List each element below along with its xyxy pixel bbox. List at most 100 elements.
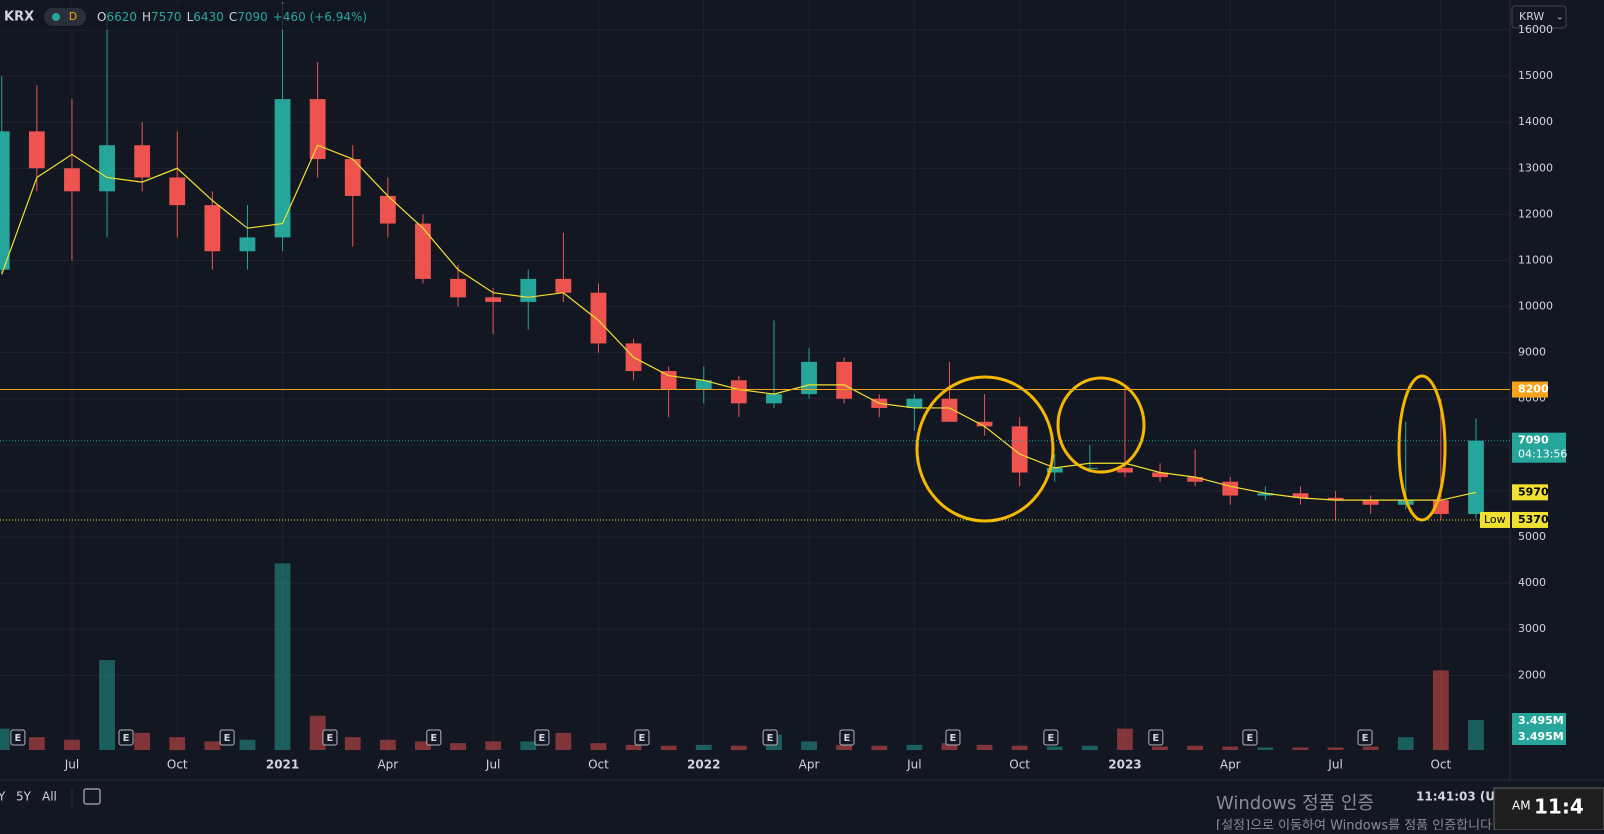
candle-body xyxy=(1046,467,1063,473)
price-label-bg xyxy=(1512,484,1548,501)
candle-body xyxy=(344,159,361,196)
candle-body xyxy=(1011,426,1028,473)
volume-bar xyxy=(274,563,291,750)
earnings-label: E xyxy=(539,733,546,744)
volume-label: 3.495M xyxy=(1518,714,1564,727)
volume-label-bg xyxy=(1512,713,1566,729)
earnings-marker xyxy=(534,729,550,746)
x-tick-label: 2021 xyxy=(266,758,299,772)
earnings-label: E xyxy=(327,733,334,744)
volume-bar xyxy=(976,744,993,750)
earnings-label: E xyxy=(844,733,851,744)
candle-body xyxy=(415,223,431,279)
countdown: 04:13:56 xyxy=(1518,448,1567,461)
currency[interactable]: KRW xyxy=(1519,10,1544,23)
volume-bar xyxy=(1187,745,1204,750)
value: 6620 xyxy=(106,10,137,24)
currency-button[interactable] xyxy=(1511,5,1567,29)
y-tick-label: 16000 xyxy=(1518,23,1553,36)
volume-bar xyxy=(1117,728,1133,750)
candle-body xyxy=(309,99,326,160)
price-label: 5370 xyxy=(1518,513,1549,526)
volume-bar xyxy=(344,737,361,750)
clock-ampm: AM xyxy=(1512,799,1531,813)
volume-bar xyxy=(1152,746,1168,750)
annotation-circle xyxy=(1056,376,1146,474)
candle-body xyxy=(1222,481,1239,496)
y-tick-label: 5000 xyxy=(1518,530,1546,543)
earnings-marker xyxy=(10,729,26,746)
candle-body xyxy=(660,371,677,390)
value: 6430 xyxy=(193,10,224,24)
candle-body xyxy=(555,278,572,293)
earnings-marker xyxy=(322,729,338,746)
volume-bar xyxy=(1046,746,1063,750)
candle-body xyxy=(695,380,712,390)
volume-bar xyxy=(1222,746,1239,750)
volume-bar xyxy=(1081,745,1098,750)
candle-body xyxy=(1117,467,1133,473)
value: 7570 xyxy=(151,10,182,24)
volume-bar xyxy=(555,732,572,750)
earnings-marker xyxy=(839,729,855,746)
y-tick-label: 2000 xyxy=(1518,668,1546,681)
candle-body xyxy=(64,168,80,192)
candle-body xyxy=(379,195,396,224)
volume-bar xyxy=(450,743,466,750)
x-tick-label: Oct xyxy=(1009,758,1030,772)
ohlc: O6620 H7570 L6430 C7090 +460 (+6.94%) xyxy=(97,10,367,24)
volume-bar xyxy=(520,741,537,750)
x-tick-label: Oct xyxy=(588,758,609,772)
dropdown-icon[interactable]: ⌄ xyxy=(1556,13,1564,23)
price-label: 8200 xyxy=(1518,383,1549,396)
label: H xyxy=(142,10,151,24)
x-tick-label: Jul xyxy=(1327,758,1342,772)
y-tick-label: 9000 xyxy=(1518,346,1546,359)
watermark-subtitle: [설정]으로 이동하여 Windows를 정품 인증합니다. xyxy=(1216,819,1496,831)
earnings-marker xyxy=(1357,729,1373,746)
range-button[interactable]: 5Y xyxy=(16,790,32,804)
x-tick-label: 2022 xyxy=(687,758,720,772)
candle-body xyxy=(28,131,45,169)
price-tag-bg xyxy=(1480,511,1510,528)
earnings-label: E xyxy=(14,733,21,744)
earnings-label: E xyxy=(1362,733,1369,744)
range-button[interactable]: Y xyxy=(0,790,6,804)
range-button[interactable]: All xyxy=(42,790,57,804)
candle-body xyxy=(1292,493,1309,498)
change: +460 (+6.94%) xyxy=(273,10,367,24)
earnings-label: E xyxy=(639,733,646,744)
label: L xyxy=(187,10,194,24)
y-tick-label: 11000 xyxy=(1518,253,1553,266)
candle-body xyxy=(520,278,537,302)
volume-bar xyxy=(204,741,221,750)
volume-bar xyxy=(941,743,958,750)
earnings-marker xyxy=(118,729,134,746)
x-tick-label: 2023 xyxy=(1108,758,1141,772)
volume-bar xyxy=(0,728,10,750)
volume-bar xyxy=(28,737,45,750)
price-label: 5970 xyxy=(1518,485,1549,498)
price-label-bg xyxy=(1512,381,1548,398)
candle-body xyxy=(204,205,221,252)
volume-bar xyxy=(239,739,256,750)
volume-bar xyxy=(309,715,326,750)
volume-bar xyxy=(801,741,817,750)
status-badge xyxy=(44,8,86,26)
volume-bar xyxy=(660,745,677,750)
y-tick-label: 10000 xyxy=(1518,300,1553,313)
volume-bar xyxy=(415,741,431,750)
price-label-bg xyxy=(1512,511,1548,528)
clock-widget xyxy=(1493,787,1604,831)
candle-body xyxy=(941,398,958,422)
volume-bar xyxy=(730,745,747,750)
candle-body xyxy=(0,131,10,270)
candle-body xyxy=(1081,467,1098,469)
calendar-icon[interactable] xyxy=(83,788,101,805)
earnings-label: E xyxy=(767,733,774,744)
price-label-bg xyxy=(1512,432,1566,463)
earnings-label: E xyxy=(224,733,231,744)
earnings-marker xyxy=(1148,729,1164,746)
